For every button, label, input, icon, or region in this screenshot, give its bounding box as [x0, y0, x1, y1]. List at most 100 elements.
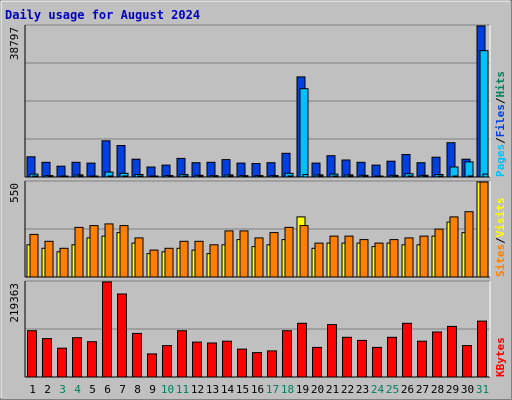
hits-bar — [86, 162, 96, 178]
legend-kbytes: KBytes — [494, 337, 507, 377]
legend-visits: Visits — [494, 198, 507, 238]
series-pages — [32, 173, 489, 178]
hits-bar — [371, 164, 381, 178]
kbytes-bar — [27, 330, 37, 378]
pages-bar — [107, 175, 114, 178]
sites-bar — [359, 239, 369, 278]
x-tick-label: 4 — [74, 383, 81, 396]
pages-bar — [362, 175, 369, 178]
pages-bar — [317, 175, 324, 178]
x-tick-label: 25 — [386, 383, 399, 396]
kbytes-bar — [327, 324, 337, 378]
kbytes-bar — [237, 348, 247, 378]
panel-legend: Pages/Files/Hits — [494, 71, 507, 177]
sites-bar — [329, 235, 339, 278]
chart-title: Daily usage for August 2024 — [5, 8, 200, 22]
pages-bar — [122, 175, 129, 178]
panel-legend: Sites/Visits — [494, 198, 507, 278]
pages-bar — [272, 175, 279, 178]
x-tick-label: 14 — [221, 383, 235, 396]
x-tick-label: 22 — [341, 383, 354, 396]
hits-bar — [56, 165, 66, 178]
kbytes-bar — [372, 346, 382, 378]
x-tick-label: 1 — [29, 383, 36, 396]
pages-bar — [452, 175, 459, 178]
sites-bar — [344, 235, 354, 278]
kbytes-bar — [477, 320, 487, 378]
pages-bar — [197, 175, 204, 178]
kbytes-bar — [297, 322, 307, 378]
legend-sites: Sites — [494, 244, 507, 277]
pages-bar — [92, 175, 99, 178]
kbytes-bar — [387, 336, 397, 378]
kbytes-bar — [267, 350, 277, 378]
files-bar — [479, 50, 489, 178]
sites-bar — [44, 240, 54, 278]
x-tick-label: 12 — [191, 383, 204, 396]
x-tick-label: 15 — [236, 383, 249, 396]
kbytes-bar — [252, 352, 262, 378]
pages-bar — [287, 175, 294, 178]
panel-legend: KBytes — [494, 337, 507, 377]
kbytes-bar — [147, 353, 157, 378]
kbytes-bar — [132, 332, 142, 378]
pages-bar — [332, 175, 339, 178]
x-axis-labels: 1 2 3 4 5 6 7 8 9 10 11 12 13 14 15 16 17 18 19 20 21 22 23 24 2… — [29, 383, 489, 396]
sites-bar — [479, 181, 489, 278]
y-max-label: 219363 — [8, 283, 21, 323]
pages-bar — [152, 175, 159, 178]
pages-bar — [167, 175, 174, 178]
sites-bar — [464, 211, 474, 278]
hits-bar — [101, 140, 111, 178]
sites-bar — [299, 225, 309, 278]
pages-bar — [257, 175, 264, 178]
pages-bar — [182, 175, 189, 178]
hits-bar — [116, 145, 126, 178]
pages-bar — [392, 175, 399, 178]
sites-bar — [224, 230, 234, 278]
sites-bar — [74, 226, 84, 278]
kbytes-bar — [222, 340, 232, 378]
x-tick-label: 29 — [446, 383, 459, 396]
kbytes-bar — [312, 346, 322, 378]
pages-bar — [47, 175, 54, 178]
kbytes-bar — [447, 325, 457, 378]
kbytes-bar — [402, 322, 412, 378]
x-tick-label: 5 — [89, 383, 96, 396]
pages-bar — [137, 175, 144, 178]
x-tick-label: 19 — [296, 383, 309, 396]
sites-bar — [89, 225, 99, 278]
hits-bar — [266, 162, 276, 178]
x-tick-label: 10 — [161, 383, 174, 396]
x-tick-label: 6 — [104, 383, 111, 396]
hits-bar — [356, 161, 366, 178]
pages-bar — [32, 175, 39, 178]
legend-separator: / — [494, 97, 507, 104]
pages-bar — [482, 173, 489, 178]
pages-bar — [242, 175, 249, 178]
hits-bar — [251, 163, 261, 178]
x-tick-label: 30 — [461, 383, 474, 396]
kbytes-bar — [177, 330, 187, 378]
sites-bar — [134, 237, 144, 278]
x-tick-label: 2 — [44, 383, 51, 396]
pages-bar — [77, 175, 84, 178]
sites-bar — [449, 216, 459, 278]
x-tick-label: 24 — [371, 383, 385, 396]
sites-bar — [194, 240, 204, 278]
sites-bar — [254, 237, 264, 278]
sites-bar — [59, 247, 69, 278]
hits-bar — [41, 161, 51, 178]
x-tick-label: 31 — [476, 383, 489, 396]
sites-bar — [104, 223, 114, 278]
x-tick-label: 18 — [281, 383, 294, 396]
x-tick-label: 26 — [401, 383, 414, 396]
pages-bar — [467, 175, 474, 178]
x-tick-label: 11 — [176, 383, 189, 396]
pages-bar — [227, 175, 234, 178]
sites-bar — [284, 226, 294, 278]
kbytes-bar — [342, 336, 352, 378]
chart-panels: 38797Pages/Files/Hits550Sites/Visits2193… — [8, 24, 507, 378]
pages-bar — [347, 175, 354, 178]
